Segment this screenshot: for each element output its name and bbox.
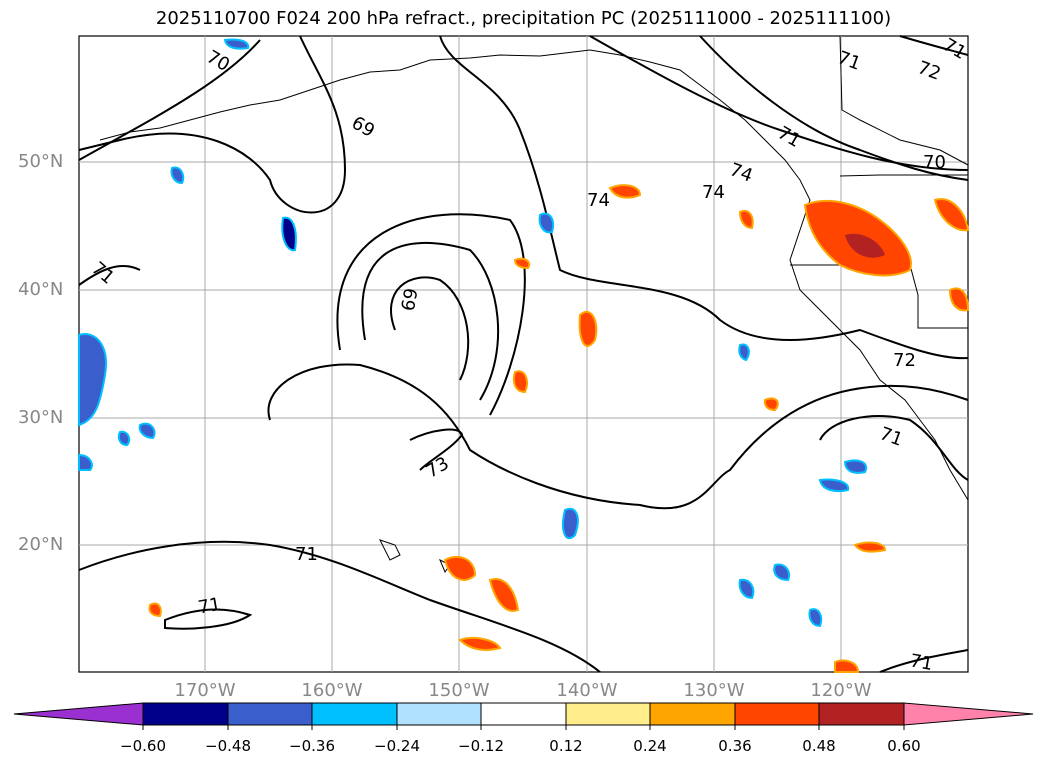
colorbar (13, 702, 1034, 726)
contour-label: 71 (908, 650, 934, 675)
colorbar-segment (734, 702, 820, 726)
colorbar-ticks (142, 725, 905, 730)
colorbar-tick-label: −0.24 (374, 737, 420, 755)
colorbar-tick-label: 0.60 (887, 737, 921, 755)
contour-label-group: 70 69 71 74 74 74 71 72 71 70 69 73 72 7… (87, 34, 969, 675)
lon-label: 170°W (174, 680, 236, 701)
contour-label: 70 (923, 152, 946, 173)
contour-label: 69 (398, 287, 423, 313)
lat-label: 20°N (18, 534, 64, 555)
refractivity-contours (78, 35, 969, 673)
colorbar-segment (480, 702, 567, 726)
lat-label: 50°N (18, 151, 64, 172)
colorbar-segment (818, 702, 905, 726)
colorbar-tick-label: 0.48 (802, 737, 836, 755)
colorbar-tick-label: 0.36 (718, 737, 752, 755)
map-title: 2025110700 F024 200 hPa refract., precip… (155, 8, 892, 29)
contour-label: 74 (587, 190, 610, 211)
lon-label: 130°W (683, 680, 745, 701)
contour-label: 71 (295, 544, 318, 565)
colorbar-tick-label: −0.60 (120, 737, 166, 755)
colorbar-segment (142, 702, 229, 726)
lat-label: 40°N (18, 279, 64, 300)
colorbar-segment (396, 702, 482, 726)
lon-label: 140°W (556, 680, 618, 701)
colorbar-segment (311, 702, 398, 726)
colorbar-tick-label: 0.12 (549, 737, 583, 755)
contour-label: 72 (893, 350, 916, 371)
lon-label: 160°W (301, 680, 363, 701)
precipitation-shading (78, 38, 970, 673)
colorbar-segment-extend-high (903, 702, 1034, 726)
colorbar-tick-label: −0.48 (205, 737, 251, 755)
colorbar-segment (649, 702, 736, 726)
colorbar-tick-label: −0.12 (458, 737, 504, 755)
contour-label: 71 (196, 594, 222, 619)
map-frame (78, 35, 969, 673)
lon-label: 120°W (810, 680, 872, 701)
colorbar-segment (227, 702, 313, 726)
colorbar-segment-extend-low (13, 702, 144, 726)
colorbar-tick-label: −0.36 (289, 737, 335, 755)
colorbar-tick-label: 0.24 (633, 737, 667, 755)
contour-label: 74 (702, 182, 725, 203)
lat-label: 30°N (18, 407, 64, 428)
colorbar-segment (565, 702, 651, 726)
lon-label: 150°W (428, 680, 490, 701)
